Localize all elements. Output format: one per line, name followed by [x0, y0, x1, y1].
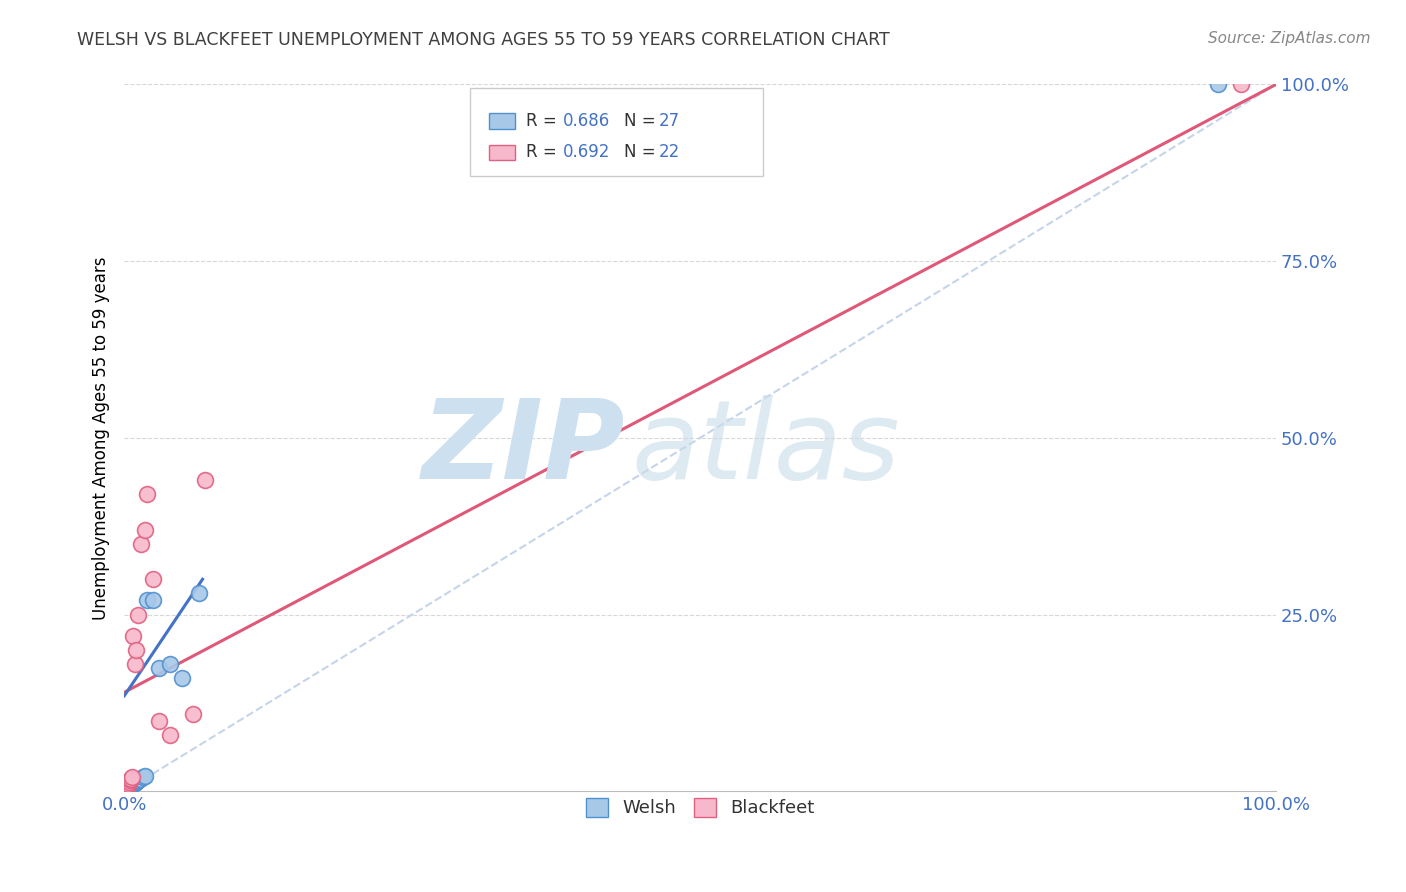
- Point: [118, 780, 141, 794]
- Point: [134, 523, 156, 537]
- Text: 0.686: 0.686: [562, 112, 610, 130]
- Point: [136, 593, 159, 607]
- Point: [127, 607, 149, 622]
- Point: [124, 776, 146, 790]
- Text: 27: 27: [658, 112, 679, 130]
- Point: [112, 784, 135, 798]
- Text: atlas: atlas: [631, 395, 900, 502]
- Point: [129, 772, 152, 786]
- Text: N =: N =: [624, 112, 661, 130]
- Point: [188, 586, 211, 600]
- Point: [1208, 78, 1230, 92]
- Point: [112, 784, 135, 798]
- Text: 0.692: 0.692: [562, 144, 610, 161]
- Point: [115, 781, 138, 796]
- Point: [122, 629, 145, 643]
- Point: [159, 728, 181, 742]
- Text: R =: R =: [526, 112, 562, 130]
- Point: [117, 780, 139, 794]
- Y-axis label: Unemployment Among Ages 55 to 59 years: Unemployment Among Ages 55 to 59 years: [93, 256, 110, 620]
- Point: [124, 657, 146, 671]
- Point: [148, 660, 170, 674]
- Point: [136, 487, 159, 501]
- FancyBboxPatch shape: [470, 88, 763, 177]
- Text: WELSH VS BLACKFEET UNEMPLOYMENT AMONG AGES 55 TO 59 YEARS CORRELATION CHART: WELSH VS BLACKFEET UNEMPLOYMENT AMONG AG…: [77, 31, 890, 49]
- Point: [142, 593, 165, 607]
- Point: [121, 770, 143, 784]
- Point: [115, 779, 138, 793]
- Text: N =: N =: [624, 144, 661, 161]
- Point: [131, 770, 153, 784]
- Point: [114, 783, 136, 797]
- Point: [148, 714, 170, 728]
- Point: [159, 657, 181, 671]
- Point: [125, 773, 148, 788]
- FancyBboxPatch shape: [489, 113, 515, 129]
- Text: Source: ZipAtlas.com: Source: ZipAtlas.com: [1208, 31, 1371, 46]
- Point: [142, 572, 165, 586]
- Point: [121, 777, 143, 791]
- Point: [118, 780, 141, 794]
- Point: [131, 537, 153, 551]
- Point: [170, 671, 193, 685]
- Point: [120, 772, 142, 786]
- Point: [114, 783, 136, 797]
- Point: [194, 473, 217, 487]
- Point: [120, 778, 142, 792]
- Text: 22: 22: [658, 144, 681, 161]
- Point: [117, 777, 139, 791]
- Point: [118, 775, 141, 789]
- Point: [114, 783, 136, 797]
- Legend: Welsh, Blackfeet: Welsh, Blackfeet: [579, 791, 821, 825]
- Point: [134, 769, 156, 783]
- Point: [125, 643, 148, 657]
- Point: [117, 780, 139, 795]
- Text: R =: R =: [526, 144, 562, 161]
- Point: [115, 781, 138, 796]
- FancyBboxPatch shape: [489, 145, 515, 160]
- Point: [118, 779, 141, 793]
- Point: [127, 772, 149, 787]
- Point: [1230, 78, 1253, 92]
- Point: [125, 775, 148, 789]
- Text: ZIP: ZIP: [422, 395, 626, 502]
- Point: [122, 776, 145, 790]
- Point: [118, 772, 141, 787]
- Point: [115, 782, 138, 797]
- Point: [181, 706, 204, 721]
